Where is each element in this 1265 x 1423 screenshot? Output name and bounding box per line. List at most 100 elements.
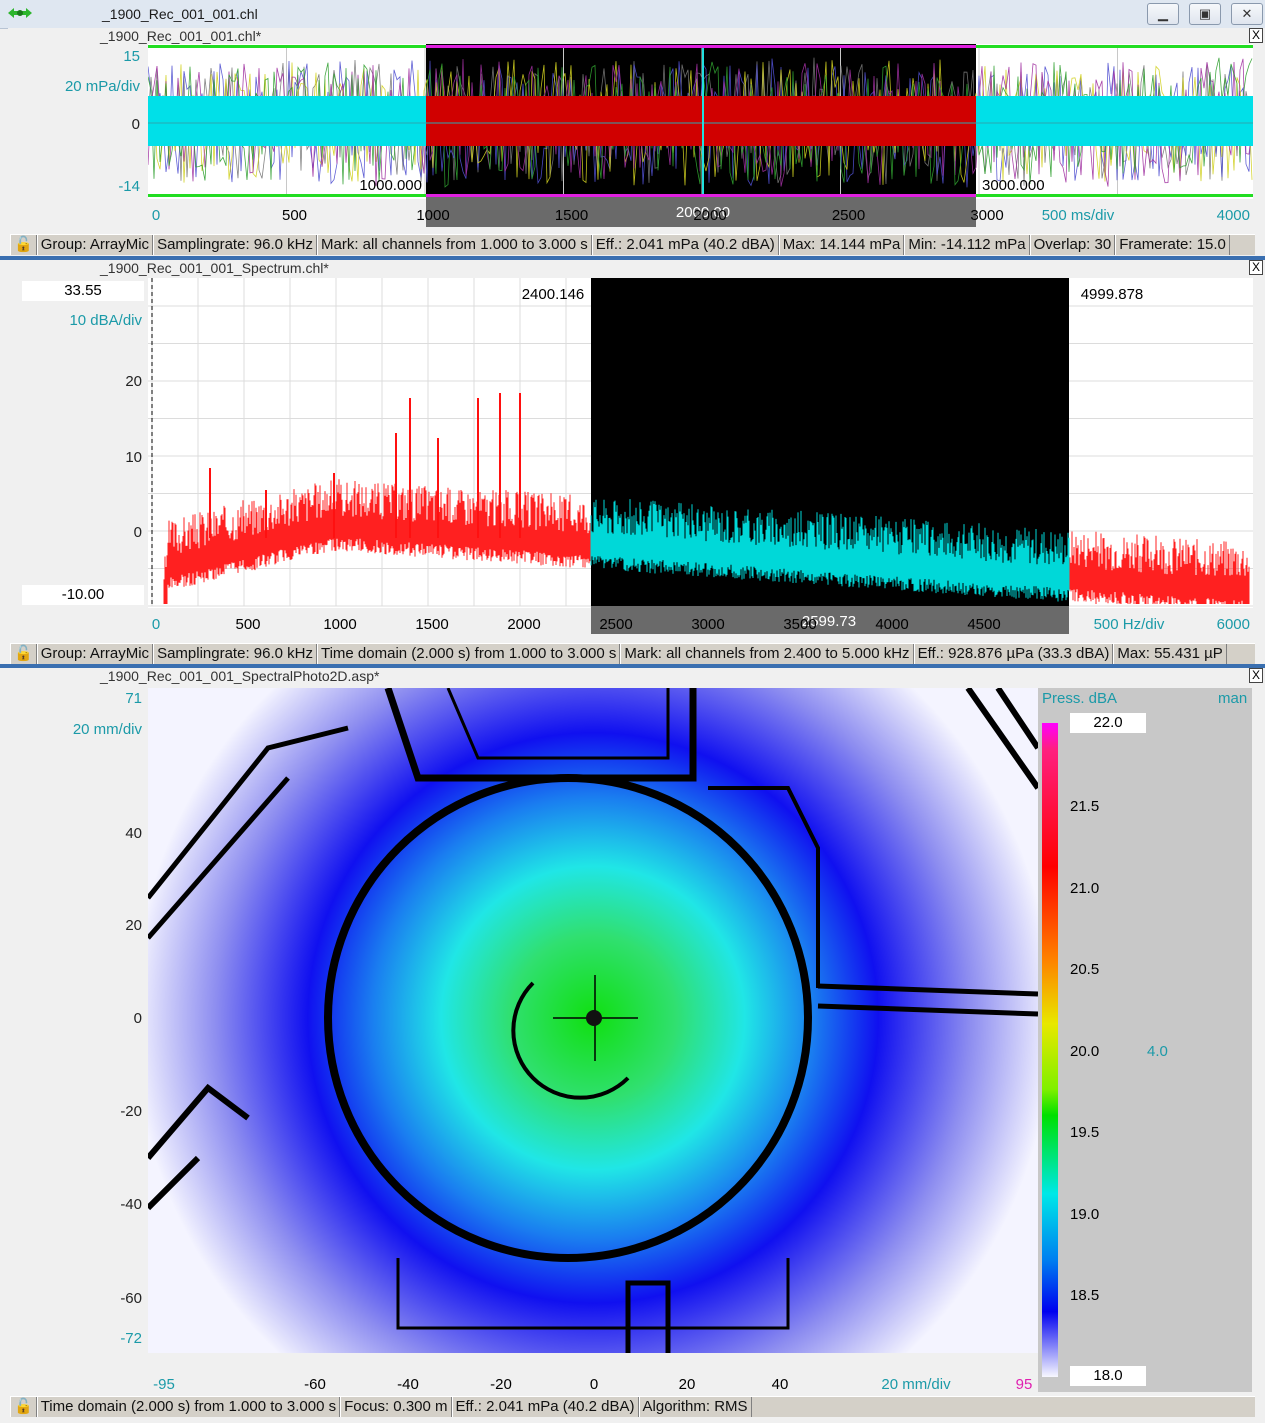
y-axis-top-label: 15 bbox=[123, 48, 140, 65]
app-icon bbox=[8, 8, 32, 18]
legend-tick: 20.5 bbox=[1070, 961, 1100, 978]
legend-tick: 20.0 bbox=[1070, 1043, 1100, 1060]
status-cell: Group: ArrayMic bbox=[36, 644, 154, 664]
panel1-status-bar: 🔓 Group: ArrayMic Samplingrate: 96.0 kHz Ma… bbox=[10, 234, 1255, 255]
x-tick-label: 1000 bbox=[416, 207, 449, 224]
x-tick-label: 1500 bbox=[415, 616, 448, 633]
y-axis-division-label: 10 dBA/div bbox=[69, 312, 142, 329]
lock-icon[interactable]: 🔓 bbox=[10, 1397, 37, 1417]
legend-tick: 21.0 bbox=[1070, 880, 1100, 897]
x-axis-max-label: 4000 bbox=[1217, 207, 1250, 224]
spectrum-trace bbox=[163, 393, 1250, 604]
y-tick-label: 0 bbox=[133, 524, 142, 541]
spectrum-plot[interactable]: 2400.146 4999.878 2599.73 0 500 1000 1500 20… bbox=[148, 278, 1253, 638]
focus-point-icon[interactable] bbox=[586, 1010, 602, 1026]
y-axis-bottom-label: -72 bbox=[120, 1330, 142, 1347]
y-axis-zero-label: 0 bbox=[131, 116, 140, 133]
panel3-status-bar: 🔓 Time domain (2.000 s) from 1.000 to 3.0… bbox=[10, 1396, 1255, 1417]
y-tick-label: 0 bbox=[133, 1010, 142, 1027]
status-cell: Mark: all channels from 2.400 to 5.000 k… bbox=[620, 644, 914, 664]
x-axis-division-label: 500 Hz/div bbox=[1094, 616, 1165, 633]
status-cell: Group: ArrayMic bbox=[36, 235, 154, 255]
legend-tick: 21.5 bbox=[1070, 798, 1100, 815]
x-tick-label: 2000 bbox=[507, 616, 540, 633]
status-cell: Eff.: 2.041 mPa (40.2 dBA) bbox=[451, 1397, 639, 1417]
x-tick-label: 500 bbox=[282, 207, 307, 224]
legend-tick: 19.0 bbox=[1070, 1206, 1100, 1223]
panel-separator[interactable] bbox=[0, 664, 1265, 668]
marked-axis-band bbox=[426, 197, 976, 227]
x-tick-label: 2000 bbox=[693, 207, 726, 224]
cursor-label: 2000.00 bbox=[676, 204, 730, 221]
status-cell: Time domain (2.000 s) from 1.000 to 3.00… bbox=[36, 1397, 341, 1417]
legend-max-value[interactable]: 22.0 bbox=[1070, 713, 1146, 733]
x-tick-label: 20 bbox=[679, 1376, 696, 1392]
lock-icon[interactable]: 🔓 bbox=[10, 235, 37, 255]
x-tick-label: 2500 bbox=[599, 616, 632, 633]
status-cell: Max: 55.431 µP bbox=[1113, 644, 1227, 664]
maximize-button[interactable]: ▣ bbox=[1189, 3, 1221, 25]
x-axis-division-label: 20 mm/div bbox=[881, 1376, 951, 1392]
status-cell: Overlap: 30 bbox=[1029, 235, 1116, 255]
x-axis-ticks: -60 -40 -20 0 20 40 bbox=[304, 1376, 788, 1392]
legend-min-value[interactable]: 18.0 bbox=[1070, 1366, 1146, 1386]
x-tick-label: 0 bbox=[152, 616, 160, 633]
legend-range[interactable]: 4.0 bbox=[1147, 1043, 1168, 1060]
status-cell: Min: -14.112 mPa bbox=[904, 235, 1030, 255]
x-axis-max-label: 95 bbox=[1016, 1376, 1033, 1392]
window-titlebar: _1900_Rec_001_001.chl ▁ ▣ ✕ bbox=[0, 0, 1265, 29]
x-tick-label: 40 bbox=[772, 1376, 789, 1392]
magenta-rail-bottom bbox=[426, 194, 976, 197]
legend-title: Press. dBA bbox=[1042, 690, 1118, 707]
focus-crosshair[interactable] bbox=[553, 975, 638, 1061]
green-rail-bottom-left bbox=[148, 194, 426, 197]
legend-tick: 18.5 bbox=[1070, 1287, 1100, 1304]
signal-band-right bbox=[976, 96, 1253, 146]
photo-outline bbox=[148, 688, 1038, 1353]
panel-title: _1900_Rec_001_001_Spectrum.chl* bbox=[100, 260, 329, 276]
x-axis-ticks: 0 500 1000 1500 2000 2500 3000 bbox=[152, 207, 1004, 224]
status-cell: Algorithm: RMS bbox=[638, 1397, 752, 1417]
mark-left-label: 1000.000 bbox=[359, 177, 422, 194]
legend-colorbar bbox=[1042, 723, 1058, 1377]
y-tick-label: -20 bbox=[120, 1103, 142, 1120]
x-tick-label: 0 bbox=[152, 207, 160, 224]
green-rail-top-right bbox=[976, 45, 1253, 48]
y-tick-label: 20 bbox=[125, 373, 142, 390]
close-window-button[interactable]: ✕ bbox=[1231, 3, 1263, 25]
signal-band-marked bbox=[426, 96, 976, 146]
x-tick-label: 3000 bbox=[691, 616, 724, 633]
status-cell: Max: 14.144 mPa bbox=[778, 235, 905, 255]
panel-separator[interactable] bbox=[0, 256, 1265, 260]
time-signal-plot[interactable]: 1000.000 3000.000 2000.00 0 500 1000 1500 20… bbox=[148, 44, 1253, 254]
y-axis-bottom-value[interactable]: -10.00 bbox=[22, 585, 144, 605]
x-tick-label: 1000 bbox=[323, 616, 356, 633]
marked-axis-band bbox=[591, 606, 1069, 634]
y-tick-label: 10 bbox=[125, 449, 142, 466]
y-tick-label: 20 bbox=[125, 917, 142, 934]
panel-close-button[interactable]: X bbox=[1249, 668, 1263, 683]
status-cell: Eff.: 928.876 µPa (33.3 dBA) bbox=[913, 644, 1114, 664]
y-axis-bottom-label: -14 bbox=[118, 178, 140, 195]
minimize-button[interactable]: ▁ bbox=[1147, 3, 1179, 25]
x-tick-label: -60 bbox=[304, 1376, 326, 1392]
signal-band-left bbox=[148, 96, 426, 146]
panel-close-button[interactable]: X bbox=[1249, 28, 1263, 43]
color-legend bbox=[1038, 688, 1252, 1392]
acoustic-map[interactable] bbox=[148, 688, 1038, 1353]
lock-icon[interactable]: 🔓 bbox=[10, 644, 37, 664]
panel2-status-bar: 🔓 Group: ArrayMic Samplingrate: 96.0 kHz Ti… bbox=[10, 643, 1255, 664]
x-tick-label: 3000 bbox=[970, 207, 1003, 224]
y-axis-top-value[interactable]: 33.55 bbox=[22, 281, 144, 301]
x-axis-ticks: 0 500 1000 1500 2000 2500 3000 3500 4000 4500 bbox=[152, 616, 1001, 633]
y-axis-top-label: 71 bbox=[125, 690, 142, 707]
panel-close-button[interactable]: X bbox=[1249, 260, 1263, 275]
mark-right-label: 3000.000 bbox=[982, 177, 1045, 194]
x-tick-label: 2500 bbox=[832, 207, 865, 224]
legend-mode[interactable]: man bbox=[1218, 690, 1248, 707]
y-tick-label: -40 bbox=[120, 1196, 142, 1213]
x-axis-min-label: -95 bbox=[153, 1376, 175, 1392]
panel-title: _1900_Rec_001_001_SpectralPhoto2D.asp* bbox=[100, 668, 380, 684]
y-tick-label: 40 bbox=[125, 825, 142, 842]
x-tick-label: -40 bbox=[397, 1376, 419, 1392]
